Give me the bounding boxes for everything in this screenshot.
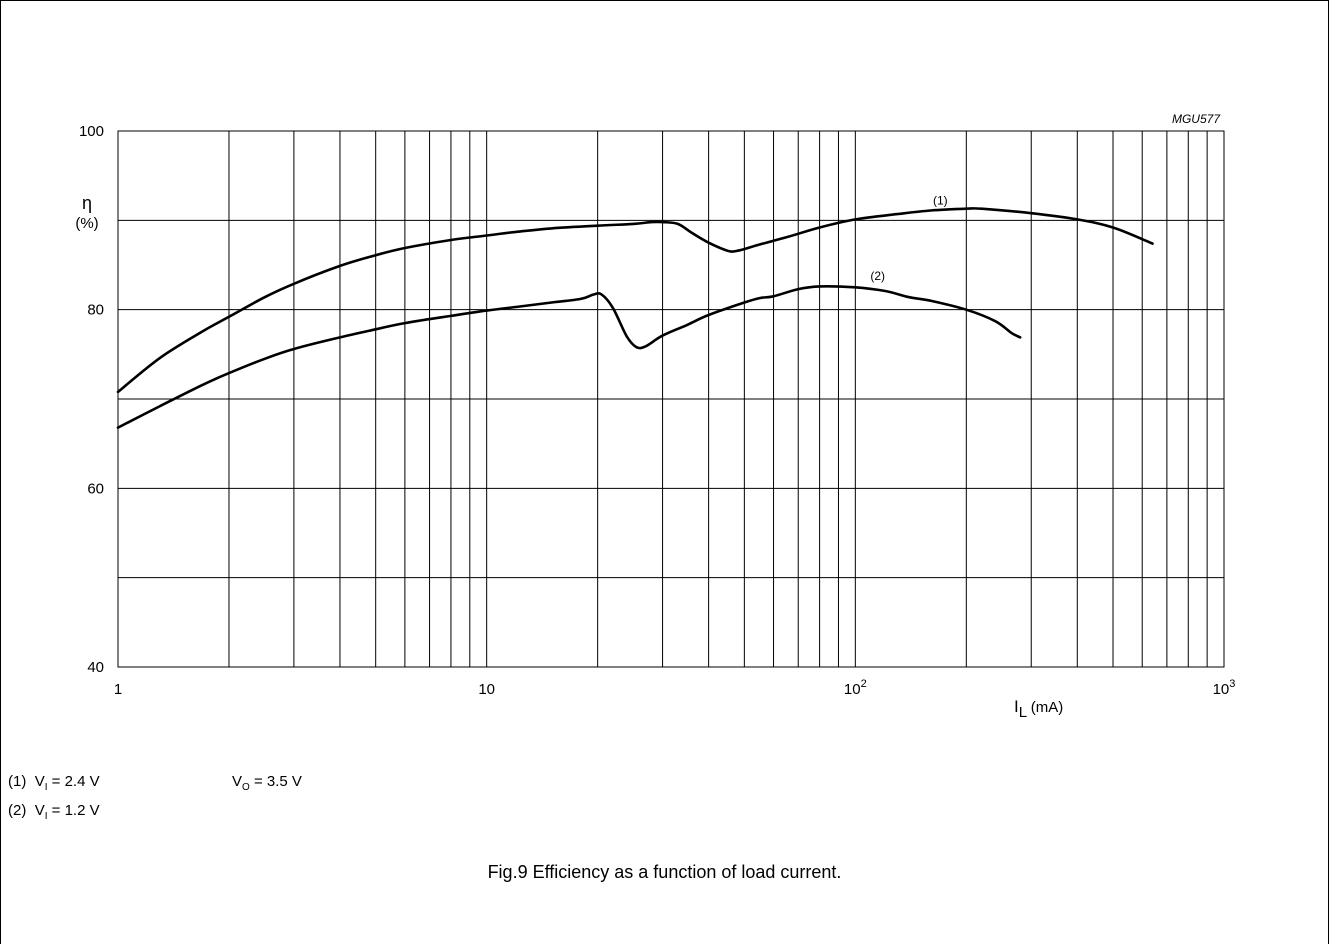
note-2-vi-value: = 1.2 V	[47, 802, 100, 819]
x-axis-subscript: L	[1019, 704, 1027, 721]
x-tick-base: 10	[844, 681, 861, 698]
x-axis-label: IL (mA)	[1014, 697, 1063, 721]
y-axis-unit: (%)	[75, 215, 98, 232]
y-tick-label: 40	[87, 659, 104, 676]
y-axis-label: η	[82, 193, 92, 213]
note-2-label: (2)	[8, 802, 27, 819]
y-tick-label: 60	[87, 480, 104, 497]
x-tick-exponent: 3	[1229, 678, 1235, 690]
y-tick-label: 100	[79, 123, 104, 140]
x-axis-unit: (mA)	[1027, 699, 1064, 716]
x-tick-label: 10	[478, 681, 495, 698]
x-tick-label: 1	[114, 681, 122, 698]
x-axis-symbol: I	[1014, 697, 1019, 716]
figure-code: MGU577	[1172, 112, 1221, 126]
x-tick-base: 10	[478, 681, 495, 698]
note-1-label: (1)	[8, 773, 27, 790]
x-tick-base: 1	[114, 681, 122, 698]
note-1-vo-value: = 3.5 V	[249, 773, 302, 790]
series-lines	[116, 207, 1154, 429]
note-output-voltage: VO = 3.5 V	[232, 773, 302, 793]
x-tick-exponent: 2	[861, 678, 867, 690]
series-label-2: (2)	[870, 269, 885, 283]
grid-lines	[117, 130, 1225, 668]
series-label-1: (1)	[933, 193, 948, 207]
note-1-vo: V	[232, 773, 243, 790]
note-2-vi: V	[34, 802, 45, 819]
x-tick-label: 102	[844, 678, 867, 698]
series-line-2	[116, 285, 1022, 429]
note-1-vi: V	[34, 773, 45, 790]
note-1-vi-sub: I	[44, 782, 48, 793]
note-curve-2: (2) VI = 1.2 V	[8, 802, 100, 822]
note-curve-1: (1) VI = 2.4 V	[8, 773, 100, 793]
x-tick-base: 10	[1213, 681, 1230, 698]
x-tick-label: 103	[1213, 678, 1236, 698]
plot-frame	[117, 130, 1225, 668]
note-1-vo-sub: O	[242, 782, 250, 793]
figure-caption: Fig.9 Efficiency as a function of load c…	[487, 862, 842, 882]
note-2-vi-sub: I	[44, 811, 48, 822]
note-1-vi-value: = 2.4 V	[47, 773, 100, 790]
y-tick-label: 80	[87, 302, 104, 319]
series-line-1	[116, 207, 1154, 394]
